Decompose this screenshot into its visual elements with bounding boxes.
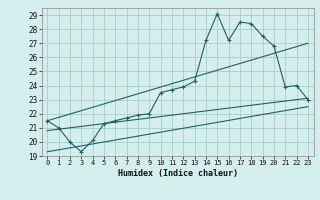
X-axis label: Humidex (Indice chaleur): Humidex (Indice chaleur) [118,169,237,178]
